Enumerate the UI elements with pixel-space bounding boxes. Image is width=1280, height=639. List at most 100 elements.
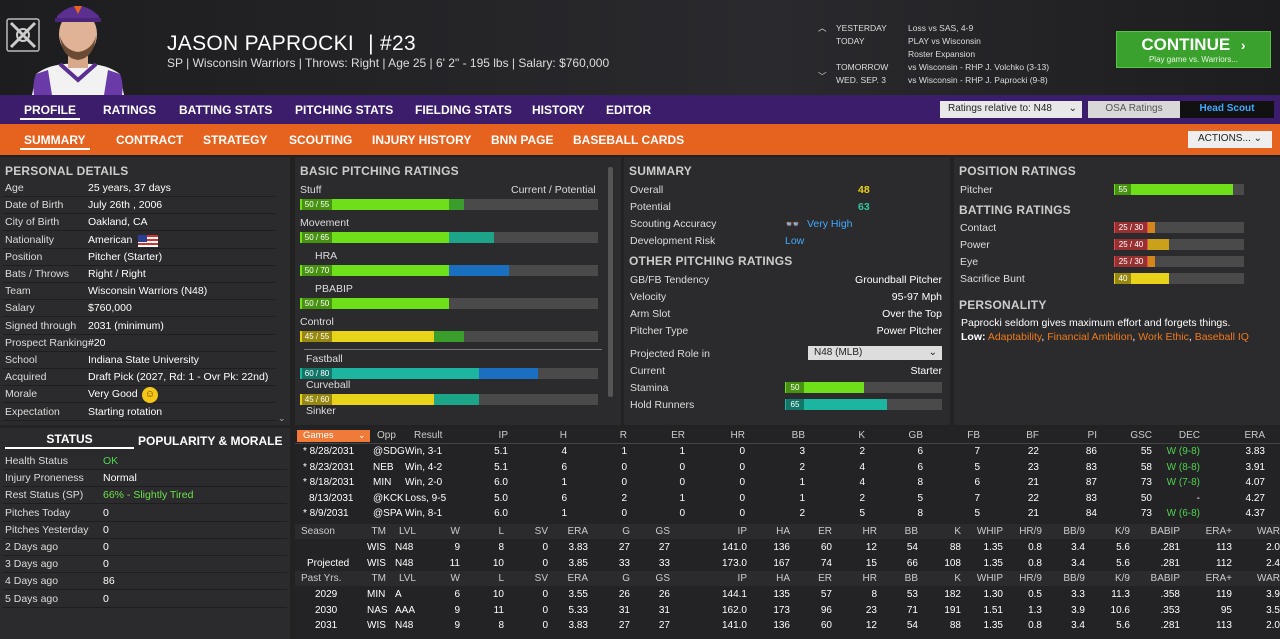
personal-label: Bats / Throws <box>5 268 69 280</box>
player-number: | #23 <box>368 32 416 55</box>
pitcher-position-label: Pitcher <box>960 184 993 196</box>
personal-details-panel: PERSONAL DETAILS Age 25 years, 37 days Dat… <box>0 157 290 425</box>
past-cell: A <box>395 589 402 600</box>
past-cell: 6 <box>454 589 460 600</box>
personal-value: Wisconsin Warriors (N48) <box>88 285 208 298</box>
batting-bar: 25 / 40 <box>1114 239 1244 250</box>
season-cell: 12 <box>865 542 877 553</box>
season-cell: 74 <box>820 557 832 569</box>
rating-label-movement: Movement <box>300 217 350 229</box>
personal-label: Expectation <box>5 405 60 418</box>
status-value: 66% - Slightly Tired <box>103 489 194 502</box>
rating-bar-stuff: 50 / 55 <box>300 199 598 210</box>
continue-button[interactable]: CONTINUE › Play game vs. Warriors... <box>1116 31 1271 68</box>
games-cell: 0 <box>621 508 627 520</box>
games-cell: 2 <box>799 461 805 473</box>
season-cell: 173.0 <box>721 557 747 569</box>
scouting-accuracy-label: Scouting Accuracy <box>630 218 717 230</box>
past-cell: .358 <box>1160 589 1180 600</box>
personal-value: Pitcher (Starter) <box>88 250 163 263</box>
games-header: IP <box>498 430 508 441</box>
tab-strategy[interactable]: STRATEGY <box>203 133 268 147</box>
chevron-down-icon: ⌄ <box>358 430 366 440</box>
personal-value: Very Good <box>88 388 138 401</box>
past-cell: 0 <box>542 589 548 600</box>
season-cell: 113 <box>1216 542 1232 553</box>
past-cell: 95 <box>1220 604 1232 616</box>
past-header: L <box>498 573 504 584</box>
tab-profile[interactable]: PROFILE <box>20 103 81 120</box>
row-divider <box>3 555 287 556</box>
season-header: BABIP <box>1150 526 1180 537</box>
projected-role-value: N48 (MLB) <box>814 347 863 358</box>
tab-status[interactable]: STATUS <box>5 432 134 449</box>
actions-button[interactable]: ACTIONS... ⌄ <box>1188 131 1272 148</box>
tab-popularity-morale[interactable]: POPULARITY & MORALE <box>138 434 283 448</box>
games-cell: 50 <box>1140 492 1152 504</box>
tab-contract[interactable]: CONTRACT <box>116 133 184 147</box>
scrollbar[interactable] <box>608 167 613 397</box>
player-name-text: JASON PAPROCKI <box>167 32 355 55</box>
tab-scouting[interactable]: SCOUTING <box>289 133 353 147</box>
schedule-text-1[interactable]: PLAY vs Wisconsin <box>908 36 981 46</box>
past-header: BABIP <box>1150 573 1180 584</box>
personality-text: Paprocki seldom gives maximum effort and… <box>961 317 1231 329</box>
tab-injury-history[interactable]: INJURY HISTORY <box>372 133 472 147</box>
games-cell: 1 <box>679 446 685 457</box>
projected-role-label: Projected Role in <box>630 348 710 360</box>
osa-ratings-button[interactable]: OSA Ratings <box>1088 101 1180 118</box>
past-cell: 144.1 <box>721 589 747 600</box>
past-cell: 1.3 <box>1028 604 1042 616</box>
rating-badge: 50 / 55 <box>302 199 332 210</box>
tab-ratings[interactable]: RATINGS <box>103 103 157 117</box>
current-fill <box>300 368 479 379</box>
schedule-text-4[interactable]: vs Wisconsin - RHP J. Paprocki (9-8) <box>908 75 1048 85</box>
tab-bnn-page[interactable]: BNN PAGE <box>491 133 554 147</box>
projected-role-select[interactable]: N48 (MLB) ⌄ <box>808 346 942 360</box>
ratings-relative-select[interactable]: Ratings relative to: N48 ⌄ <box>940 101 1082 118</box>
tab-summary[interactable]: SUMMARY <box>20 133 90 150</box>
head-scout-button[interactable]: Head Scout <box>1180 101 1274 118</box>
personal-label: Acquired <box>5 371 47 384</box>
batting-label-power: Power <box>960 239 990 251</box>
past-header: WHIP <box>976 573 1003 584</box>
tab-fielding-stats[interactable]: FIELDING STATS <box>415 103 512 117</box>
games-cell: 3.83 <box>1245 446 1265 457</box>
current-fill <box>300 265 449 276</box>
tab-pitching-stats[interactable]: PITCHING STATS <box>295 103 394 117</box>
games-header: Opp <box>377 430 396 441</box>
rating-bar-pbabip: 50 / 50 <box>300 298 598 309</box>
schedule-text-3[interactable]: vs Wisconsin - RHP J. Volchko (3-13) <box>908 62 1050 72</box>
season-header: HA <box>776 526 790 537</box>
season-header: GS <box>655 526 670 537</box>
pitcher-position-fill <box>1114 184 1234 195</box>
rating-bar-movement: 50 / 65 <box>300 232 598 243</box>
tab-baseball-cards[interactable]: BASEBALL CARDS <box>573 133 685 147</box>
season-cell: 112 <box>1216 557 1232 569</box>
past-cell: 0.8 <box>1028 620 1042 632</box>
games-filter-select[interactable]: Games <box>297 430 370 442</box>
past-cell: 3.9 <box>1266 589 1280 600</box>
past-header: SV <box>534 573 548 584</box>
schedule-up-arrow-icon[interactable]: ︿ <box>818 23 827 33</box>
row-divider <box>3 402 275 404</box>
games-header: K <box>858 430 865 441</box>
past-cell: 8 <box>871 589 877 600</box>
schedule-label-3: TOMORROW <box>836 62 889 72</box>
games-cell: 87 <box>1085 477 1097 489</box>
schedule-text-0[interactable]: Loss vs SAS, 4-9 <box>908 23 974 33</box>
other-rating-value: Over the Top <box>882 308 942 320</box>
schedule-down-arrow-icon[interactable]: ﹀ <box>818 71 827 81</box>
scroll-down-icon[interactable]: ⌄ <box>278 413 286 423</box>
status-value: 0 <box>103 506 109 519</box>
games-cell: 1 <box>679 492 685 504</box>
binoculars-icon: 👓 <box>785 217 800 231</box>
past-cell: 173 <box>773 604 790 616</box>
games-cell: * 8/18/2031 <box>303 477 355 489</box>
tab-editor[interactable]: EDITOR <box>606 103 652 117</box>
tab-batting-stats[interactable]: BATTING STATS <box>179 103 273 117</box>
tab-history[interactable]: HISTORY <box>532 103 585 117</box>
row-divider <box>3 230 275 232</box>
games-cell: 0 <box>621 477 627 489</box>
rating-label-control: Control <box>300 316 334 328</box>
